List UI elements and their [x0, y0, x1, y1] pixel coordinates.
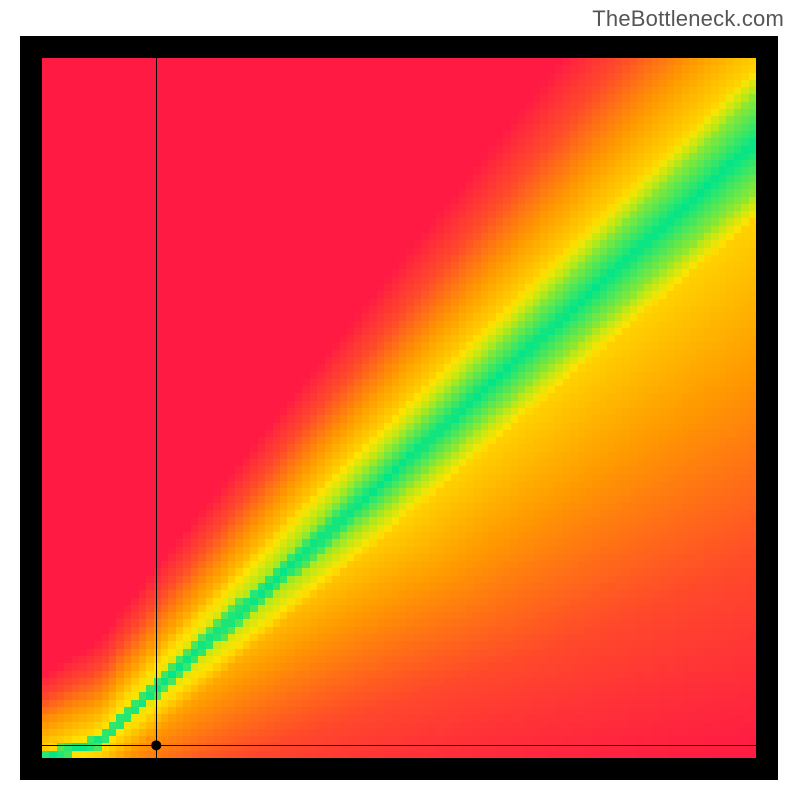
- heatmap-canvas: [42, 58, 756, 758]
- watermark-text: TheBottleneck.com: [592, 6, 784, 32]
- chart-container: TheBottleneck.com: [0, 0, 800, 800]
- chart-frame: [20, 36, 778, 780]
